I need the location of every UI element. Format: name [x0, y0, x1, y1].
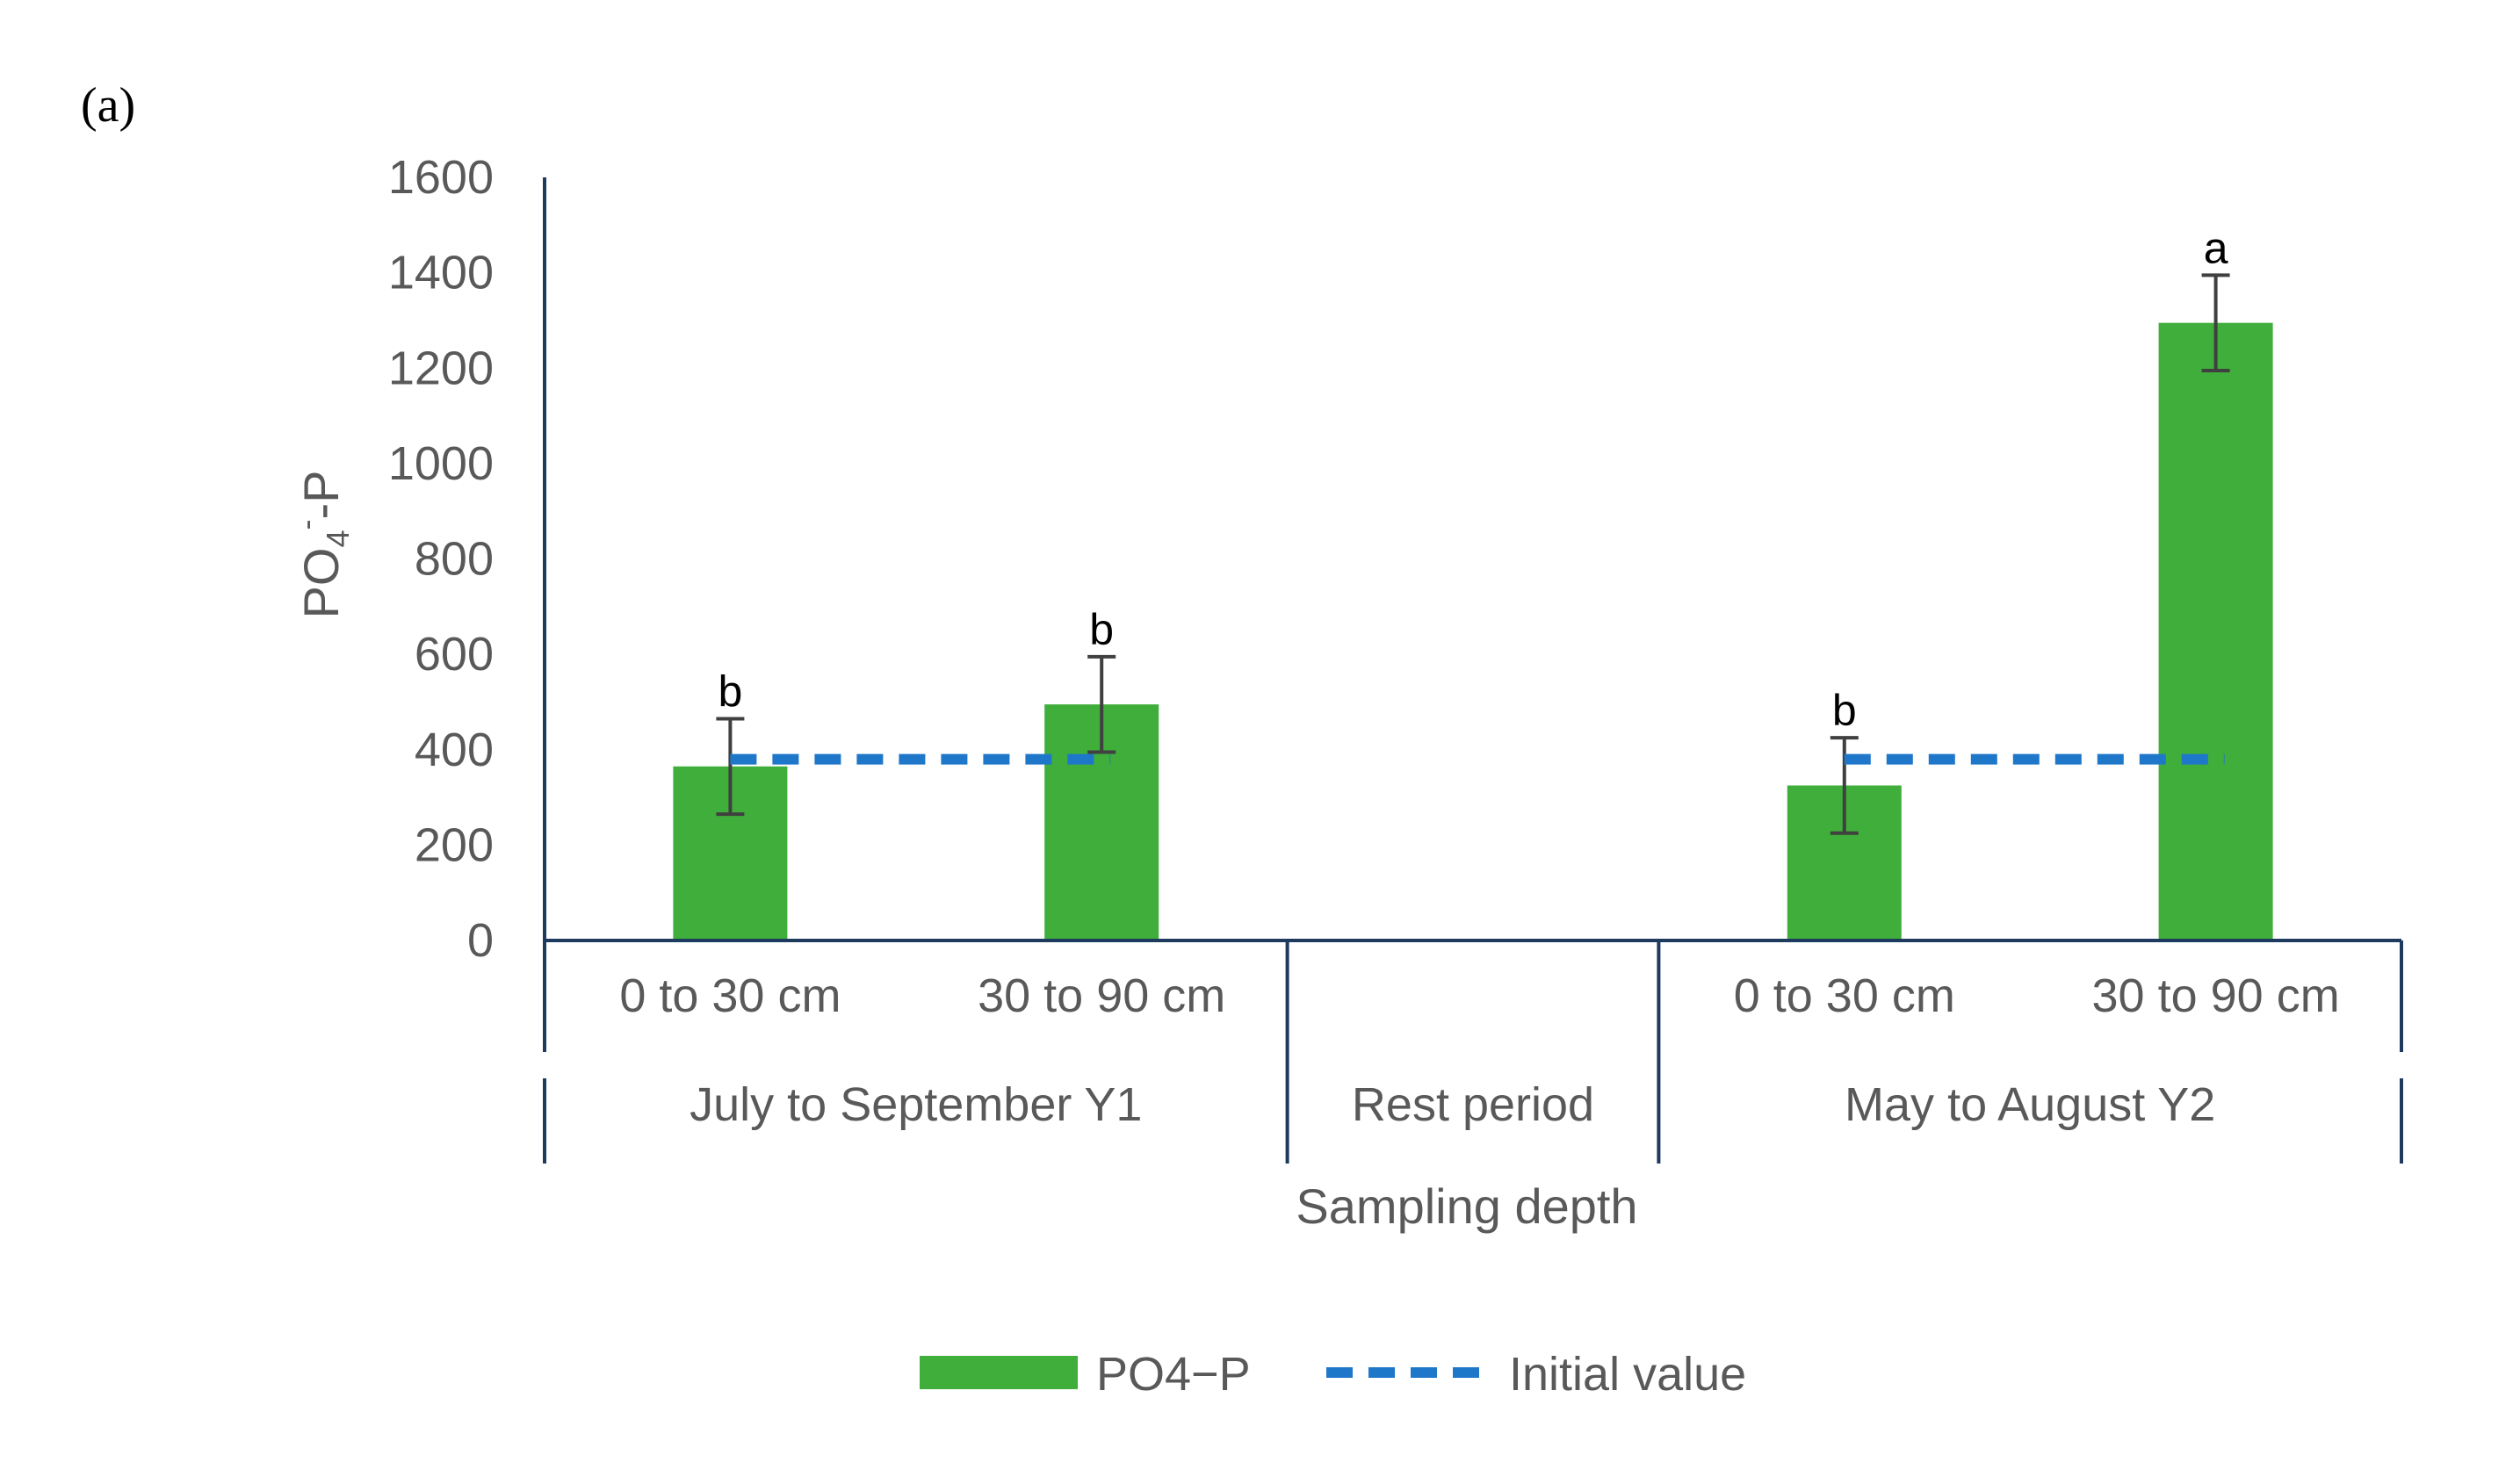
- legend: PO4−P Initial value: [920, 1348, 1746, 1401]
- x-category-label: 0 to 30 cm: [1734, 969, 1955, 1022]
- x-group-label: July to September Y1: [690, 1078, 1142, 1131]
- y-tick-label: 600: [415, 628, 494, 681]
- x-group-label: May to August Y2: [1845, 1078, 2215, 1131]
- y-tick-label: 1400: [388, 247, 494, 299]
- x-category-label: 30 to 90 cm: [2092, 969, 2340, 1022]
- x-category-label: 0 to 30 cm: [619, 969, 841, 1022]
- x-category-label: 30 to 90 cm: [978, 969, 1225, 1022]
- y-axis-title-subscript: 4: [320, 530, 356, 548]
- y-tick-label: 1000: [388, 437, 494, 490]
- panel-label: (a): [81, 78, 135, 133]
- y-tick-label: 1600: [388, 151, 494, 204]
- significance-label: b: [1832, 686, 1857, 735]
- significance-label: a: [2204, 223, 2228, 272]
- legend-swatch-bars: [920, 1356, 1078, 1389]
- y-axis-title-main: PO: [293, 548, 349, 619]
- y-axis-title-superscript: -: [288, 520, 324, 530]
- x-axis-title: Sampling depth: [1296, 1178, 1637, 1234]
- svg-text:PO4--P: PO4--P: [288, 471, 356, 619]
- y-tick-label: 400: [415, 724, 494, 776]
- y-tick-label: 0: [467, 914, 494, 967]
- y-tick-label: 1200: [388, 342, 494, 394]
- bar: [2158, 322, 2273, 940]
- significance-label: b: [1089, 605, 1114, 654]
- y-tick-label: 800: [415, 533, 494, 586]
- x-group-label: Rest period: [1352, 1078, 1594, 1131]
- y-tick-label: 200: [415, 818, 494, 871]
- legend-label-dashed-line: Initial value: [1509, 1348, 1746, 1401]
- significance-label: b: [718, 667, 742, 716]
- y-axis-title: PO4--P: [288, 471, 356, 619]
- legend-label-bars: PO4−P: [1096, 1348, 1251, 1401]
- y-axis-title-suffix: -P: [293, 471, 349, 520]
